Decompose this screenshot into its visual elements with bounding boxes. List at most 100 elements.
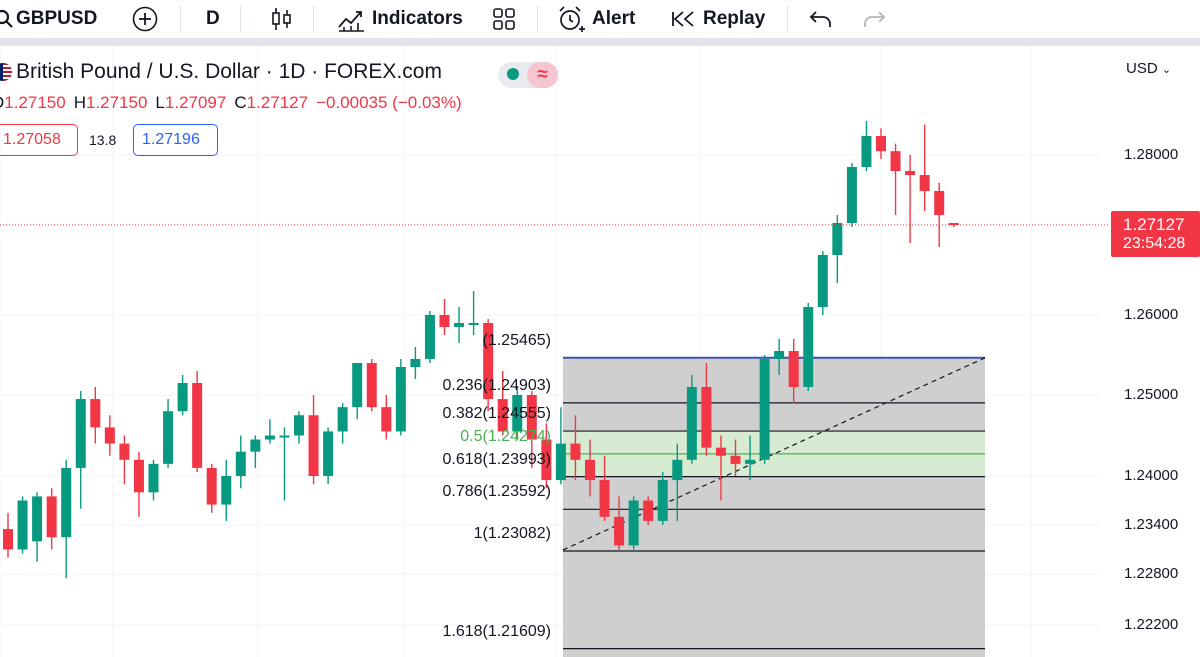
candle-body bbox=[497, 399, 508, 432]
candle-body bbox=[701, 387, 712, 448]
currency-selector[interactable]: USD ⌄ bbox=[1126, 60, 1171, 77]
rewind-icon bbox=[671, 8, 697, 30]
alarm-clock-icon bbox=[556, 4, 586, 34]
candle-body bbox=[46, 496, 57, 538]
candle-body bbox=[846, 167, 857, 223]
candle-body bbox=[410, 359, 421, 367]
compare-symbol-button[interactable] bbox=[131, 0, 159, 38]
candle-body bbox=[745, 459, 756, 464]
currency-label: USD bbox=[1126, 60, 1158, 77]
candle-body bbox=[643, 500, 654, 521]
last-price-value: 1.27127 bbox=[1123, 215, 1185, 234]
high-key: H bbox=[73, 93, 86, 112]
candle-body bbox=[614, 516, 625, 546]
bar-countdown: 23:54:28 bbox=[1123, 235, 1186, 252]
last-price-label: 1.27127 23:54:28 bbox=[1111, 211, 1200, 257]
toolbar-divider bbox=[240, 5, 241, 33]
candle-body bbox=[555, 443, 566, 481]
candle-body bbox=[672, 459, 683, 481]
candle-body bbox=[75, 399, 86, 468]
candle-body bbox=[395, 367, 406, 432]
wave-icon[interactable]: ≈ bbox=[527, 62, 558, 88]
toolbar-border bbox=[0, 38, 1200, 46]
candle-body bbox=[177, 383, 188, 412]
candle-body bbox=[221, 476, 232, 505]
undo-icon bbox=[808, 7, 834, 31]
open-value: 1.27150 bbox=[4, 93, 66, 112]
close-value: 1.27127 bbox=[246, 93, 309, 112]
fib-level-label: 0.5(1.24274) bbox=[460, 427, 551, 445]
candle-body bbox=[948, 223, 959, 225]
redo-icon bbox=[861, 7, 887, 31]
symbol-label: GBPUSD bbox=[16, 8, 98, 29]
candle-body bbox=[890, 151, 901, 171]
high-value: 1.27150 bbox=[85, 93, 148, 112]
candle-body bbox=[832, 223, 843, 255]
candle-body bbox=[206, 467, 217, 505]
candle-body bbox=[526, 395, 537, 440]
fib-retracement-drawing[interactable] bbox=[562, 356, 986, 657]
candle-body bbox=[323, 431, 334, 476]
candle-body bbox=[934, 191, 945, 215]
candle-body bbox=[279, 435, 290, 438]
candle-body bbox=[294, 415, 304, 436]
change-value: −0.00035 (−0.03%) bbox=[316, 93, 462, 112]
price-tick-label: 1.25000 bbox=[1124, 386, 1179, 403]
candle-body bbox=[104, 427, 115, 444]
interval-label: D bbox=[206, 8, 220, 29]
candle-body bbox=[686, 387, 697, 460]
price-tick-label: 1.28000 bbox=[1124, 146, 1179, 163]
fib-level-label: 0.236(1.24903) bbox=[442, 376, 551, 394]
symbol-legend[interactable]: British Pound / U.S. Dollar · 1D · FOREX… bbox=[0, 60, 442, 84]
candle-body bbox=[119, 443, 130, 460]
low-key: L bbox=[155, 93, 165, 112]
plus-circle-icon bbox=[131, 5, 159, 33]
candle-body bbox=[235, 451, 246, 476]
price-tick-label: 1.22800 bbox=[1124, 565, 1179, 582]
grid-icon bbox=[491, 6, 517, 32]
candle-body bbox=[803, 307, 814, 387]
symbol-search-button[interactable]: GBPUSD bbox=[0, 0, 97, 38]
price-tick-label: 1.26000 bbox=[1124, 306, 1179, 323]
candle-body bbox=[90, 399, 101, 428]
indicators-chart-icon bbox=[336, 5, 366, 33]
replay-button[interactable]: Replay bbox=[671, 0, 765, 38]
ohlc-values: O 1.27150 H 1.27150 L 1.27097 C 1.27127 … bbox=[0, 93, 470, 113]
gbp-usd-flag-icon bbox=[0, 63, 12, 81]
candle-body bbox=[148, 463, 159, 493]
candle-body bbox=[817, 255, 828, 307]
toolbar-divider bbox=[787, 5, 788, 33]
alert-button[interactable]: Alert bbox=[556, 0, 635, 38]
top-toolbar: GBPUSD D Indicators Alert Re bbox=[0, 0, 1200, 38]
candle-body bbox=[570, 443, 581, 460]
candle-body bbox=[657, 480, 668, 521]
chart-type-button[interactable] bbox=[270, 0, 294, 38]
fib-level-label: 0.786(1.23592) bbox=[442, 483, 551, 501]
fib-level-label: 0.382(1.24555) bbox=[442, 405, 551, 423]
candle-body bbox=[366, 363, 377, 408]
toolbar-divider bbox=[537, 5, 538, 33]
toolbar-divider bbox=[313, 5, 314, 33]
interval-button[interactable]: D bbox=[206, 0, 220, 38]
candle-body bbox=[774, 351, 785, 359]
sell-price-button[interactable]: 1.27058 bbox=[0, 124, 78, 156]
candle-body bbox=[876, 136, 886, 152]
candle-body bbox=[454, 323, 465, 327]
indicators-button[interactable]: Indicators bbox=[336, 0, 463, 38]
fib-level-label: 1(1.23082) bbox=[473, 524, 551, 542]
buy-price-button[interactable]: 1.27196 bbox=[133, 124, 218, 156]
candle-body bbox=[483, 323, 494, 400]
templates-button[interactable] bbox=[491, 0, 517, 38]
redo-button[interactable] bbox=[861, 0, 887, 38]
market-open-dot-icon bbox=[507, 68, 519, 80]
candle-body bbox=[32, 496, 43, 542]
candle-body bbox=[381, 407, 392, 432]
candle-body bbox=[3, 529, 13, 550]
undo-button[interactable] bbox=[808, 0, 834, 38]
candle-body bbox=[424, 315, 435, 359]
price-chart[interactable] bbox=[0, 46, 1200, 657]
open-key: O bbox=[0, 93, 4, 113]
candle-body bbox=[439, 315, 450, 327]
candle-body bbox=[352, 363, 363, 408]
candle-body bbox=[585, 459, 595, 481]
